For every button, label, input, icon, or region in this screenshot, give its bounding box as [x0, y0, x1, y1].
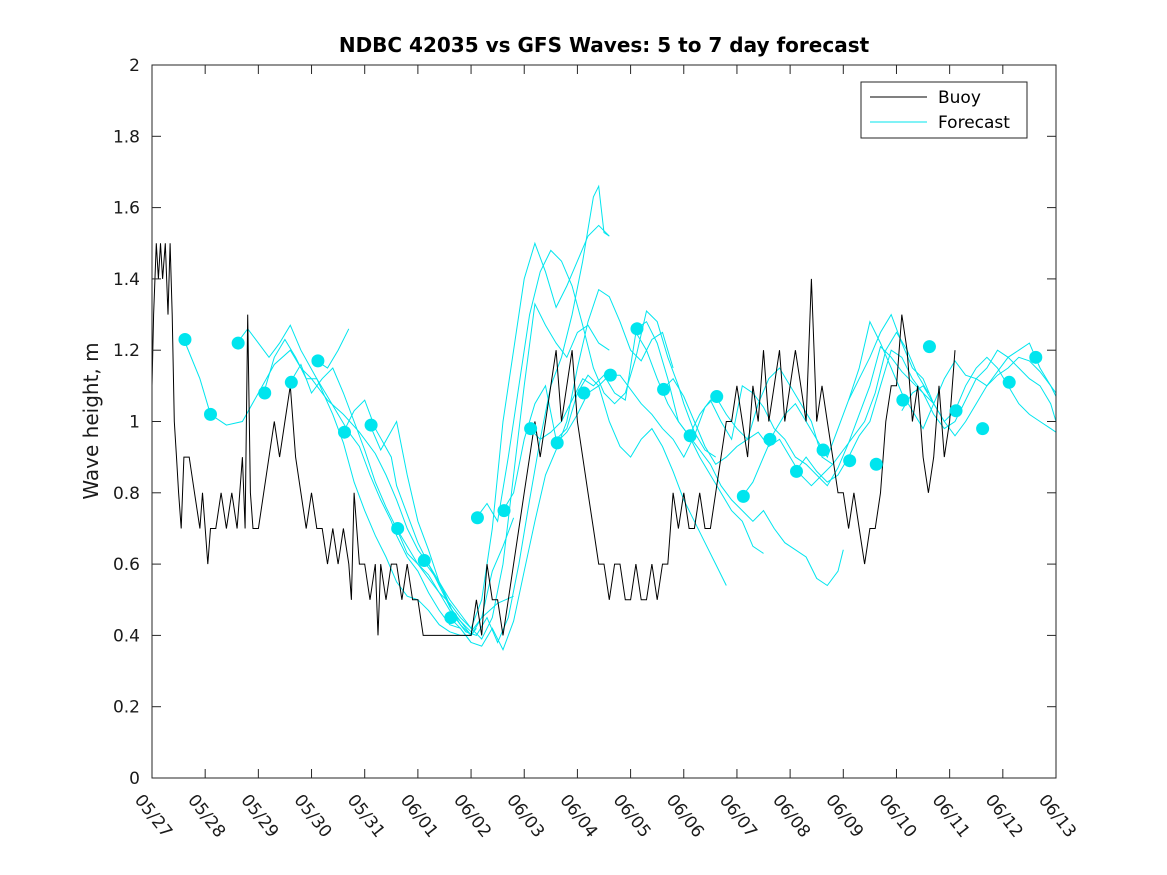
y-tick-label: 1 — [129, 413, 140, 433]
forecast-marker — [231, 336, 245, 350]
forecast-line — [236, 324, 472, 636]
forecast-marker — [203, 407, 217, 421]
forecast-line — [635, 320, 844, 587]
forecast-marker — [843, 454, 857, 468]
legend: Buoy Forecast — [860, 81, 1028, 139]
forecast-marker — [311, 354, 325, 368]
y-tick-label: 2 — [129, 56, 140, 76]
forecast-marker — [683, 429, 697, 443]
y-tick-label: 0.8 — [113, 484, 140, 504]
forecast-marker — [550, 436, 564, 450]
forecast-line — [263, 338, 472, 643]
forecast-marker — [657, 382, 671, 396]
forecast-marker — [869, 457, 883, 471]
y-tick-label: 1.2 — [113, 341, 140, 361]
y-tick-label: 0.6 — [113, 555, 140, 575]
forecast-line — [848, 320, 1057, 430]
forecast-line — [396, 302, 610, 640]
forecast-marker — [497, 504, 511, 518]
buoy-line — [151, 243, 956, 636]
y-tick-label: 1.4 — [113, 270, 140, 290]
forecast-marker — [896, 393, 910, 407]
forecast-marker — [417, 554, 431, 568]
forecast-marker — [178, 333, 192, 347]
forecast-marker — [470, 511, 484, 525]
forecast-line — [688, 345, 935, 487]
forecast-marker — [763, 432, 777, 446]
forecast-marker — [710, 390, 724, 404]
forecast-marker — [1002, 375, 1016, 389]
forecast-line — [502, 374, 727, 586]
forecast-marker — [603, 368, 617, 382]
y-tick-label: 1.6 — [113, 199, 140, 219]
forecast-marker — [444, 611, 458, 625]
chart-title: NDBC 42035 vs GFS Waves: 5 to 7 day fore… — [339, 33, 870, 57]
buoy-series — [151, 243, 956, 636]
forecast-marker — [284, 375, 298, 389]
legend-buoy-label: Buoy — [938, 88, 981, 108]
forecast-marker — [949, 404, 963, 418]
forecast-line — [529, 330, 764, 554]
y-tick-label: 0.2 — [113, 698, 140, 718]
y-tick-label: 0 — [129, 769, 140, 789]
forecast-marker — [976, 422, 990, 436]
forecast-marker — [1029, 350, 1043, 364]
forecast-marker — [630, 322, 644, 336]
y-tick-label: 1.8 — [113, 127, 140, 147]
forecast-line — [369, 224, 610, 630]
legend-box — [860, 81, 1028, 139]
forecast-marker — [337, 425, 351, 439]
y-axis: 0 0.2 0.4 0.6 0.8 1 1.2 1.4 1.6 1.8 2 — [113, 56, 1056, 789]
legend-forecast-label: Forecast — [938, 113, 1010, 133]
y-axis-label: Wave height, m — [79, 342, 103, 499]
forecast-line — [901, 356, 1057, 437]
y-tick-label: 0.4 — [113, 626, 140, 646]
forecast-marker — [258, 386, 272, 400]
forecast-marker — [922, 340, 936, 354]
forecast-marker — [391, 521, 405, 535]
forecast-marker — [789, 464, 803, 478]
forecast-marker — [736, 489, 750, 503]
forecast-marker — [524, 422, 538, 436]
forecast-marker — [816, 443, 830, 457]
analysis-points — [178, 322, 1043, 625]
forecast-marker — [577, 386, 591, 400]
forecast-line — [794, 349, 1057, 483]
forecast-marker — [364, 418, 378, 432]
